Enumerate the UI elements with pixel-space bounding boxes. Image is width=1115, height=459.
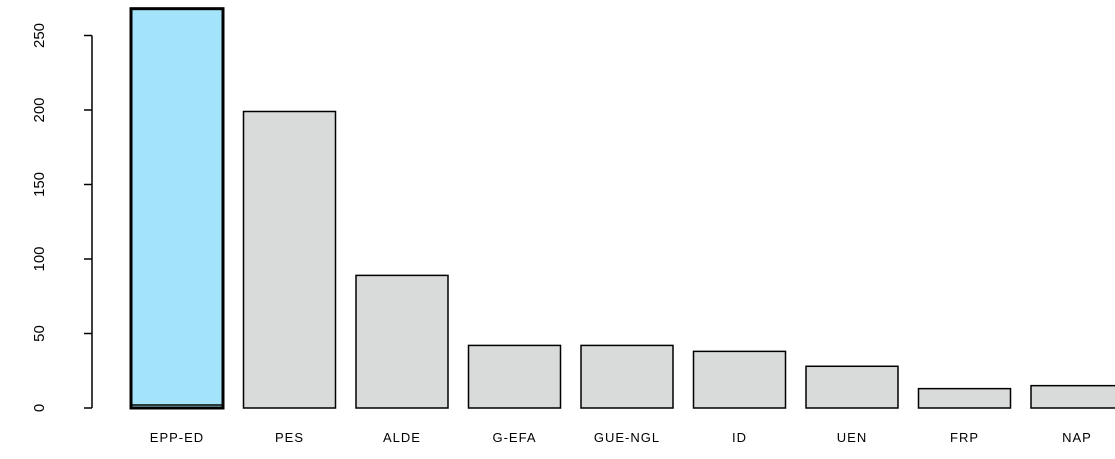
- y-axis: 0 50 100 150 200 250: [31, 23, 93, 412]
- bars-group: [129, 7, 1115, 410]
- y-tick-label: 50: [31, 325, 48, 342]
- bar-g-efa: [467, 344, 562, 409]
- bar-id: [692, 350, 787, 409]
- y-tick-label: 200: [31, 97, 48, 122]
- x-axis-labels: EPP-ED PES ALDE G-EFA GUE-NGL ID UEN FRP NAP: [150, 430, 1092, 445]
- x-tick-label: EPP-ED: [150, 430, 204, 445]
- bar-nap: [1030, 384, 1115, 409]
- bar-frp: [917, 387, 1012, 409]
- y-tick-label: 150: [31, 172, 48, 197]
- bar-gue-ngl: [580, 344, 674, 409]
- x-tick-label: G-EFA: [492, 430, 536, 445]
- x-tick-label: ID: [732, 430, 747, 445]
- bar-uen: [805, 365, 899, 409]
- x-tick-label: UEN: [837, 430, 867, 445]
- bar-alde: [355, 274, 449, 409]
- x-tick-label: NAP: [1062, 430, 1092, 445]
- x-tick-label: FRP: [950, 430, 979, 445]
- x-tick-label: ALDE: [383, 430, 421, 445]
- x-tick-label: GUE-NGL: [594, 430, 660, 445]
- y-tick-label: 0: [31, 404, 48, 412]
- bar-epp-ed: [129, 7, 225, 410]
- y-tick-label: 250: [31, 23, 48, 48]
- y-tick-label: 100: [31, 246, 48, 271]
- x-tick-label: PES: [275, 430, 304, 445]
- bar-pes: [242, 110, 337, 409]
